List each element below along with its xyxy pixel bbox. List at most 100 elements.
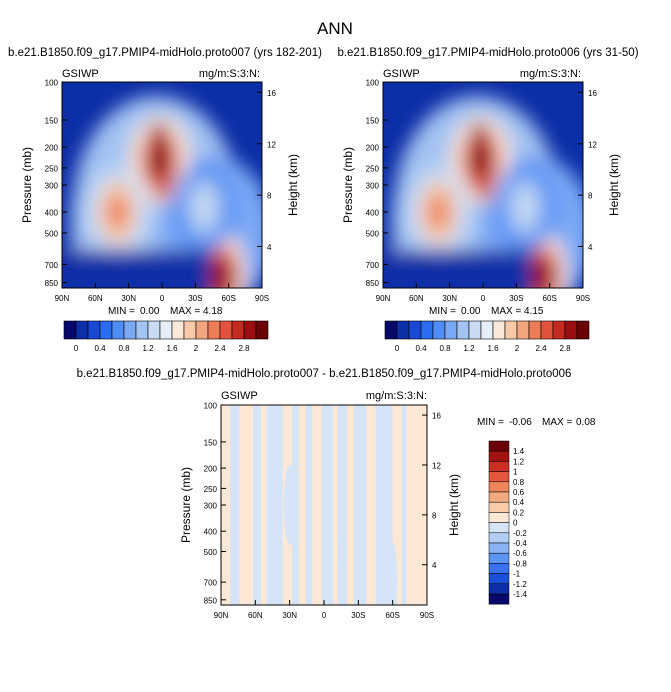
y-right-tick-label: 4 <box>588 243 593 252</box>
field-blob <box>531 258 557 288</box>
colorbar-label: 0.8 <box>439 344 451 353</box>
y-right-tick-label: 16 <box>432 412 441 421</box>
x-tick-label: 0 <box>481 294 486 303</box>
y-right-tick-label: 16 <box>588 89 597 98</box>
y-tick-label: 300 <box>45 182 59 191</box>
y-axis-label: Pressure (mb) <box>20 147 34 223</box>
x-tick-label: 60S <box>222 294 236 303</box>
field-blob <box>107 194 128 230</box>
y-tick-label: 500 <box>204 548 218 557</box>
colorbar-swatch <box>420 320 434 340</box>
y-tick-label: 300 <box>366 182 380 191</box>
max-value: 4.15 <box>524 306 544 317</box>
field-blob <box>149 142 170 178</box>
y-right-tick-label: 4 <box>432 561 437 570</box>
contour-field <box>62 82 262 288</box>
min-value: 0.00 <box>461 306 481 317</box>
x-tick-label: 90S <box>576 294 590 303</box>
y-tick-label: 200 <box>45 143 59 152</box>
min-label: MIN = <box>477 417 504 428</box>
y-tick-label: 200 <box>204 465 218 474</box>
colorbar-swatch <box>183 320 197 340</box>
x-tick-label: 90N <box>214 611 229 620</box>
field-stripe <box>366 405 376 605</box>
colorbar-swatch <box>63 320 77 340</box>
colorbar-label: 1.2 <box>513 457 525 466</box>
colorbar-swatch <box>432 320 446 340</box>
colorbar-swatch <box>243 320 257 340</box>
colorbar-label: 0.6 <box>513 488 525 497</box>
y-tick-label: 700 <box>204 579 218 588</box>
x-tick-label: 0 <box>160 294 165 303</box>
field-blob <box>154 169 172 201</box>
colorbar-label: 0.8 <box>513 478 525 487</box>
colorbar-label: -1 <box>513 570 521 579</box>
field-stripe <box>261 405 267 605</box>
contour-field <box>383 82 583 288</box>
colorbar-swatch <box>87 320 101 340</box>
colorbar-swatch <box>147 320 161 340</box>
right-string: mg/m:S:3:N: <box>366 390 427 402</box>
colorbar-swatch <box>99 320 113 340</box>
field-stripe <box>239 405 254 605</box>
field-blob <box>470 142 491 178</box>
y-tick-label: 150 <box>204 438 218 447</box>
y-tick-label: 200 <box>366 143 380 152</box>
field-stripe <box>283 465 296 545</box>
y-tick-label: 250 <box>45 164 59 173</box>
field-blobs <box>383 96 583 288</box>
colorbar-swatch <box>564 320 578 340</box>
colorbar-swatch <box>396 320 410 340</box>
y-tick-label: 850 <box>45 279 59 288</box>
panel-proto007: b.e21.B1850.f09_g17.PMIP4-midHolo.proto0… <box>8 47 322 353</box>
left-string: GSIWP <box>221 390 258 402</box>
contour-field <box>221 405 427 605</box>
colorbar-label: -0.4 <box>513 539 527 548</box>
colorbar-swatch <box>159 320 173 340</box>
colorbar-swatch <box>488 583 510 595</box>
x-tick-label: 90S <box>420 611 434 620</box>
field-blob <box>194 189 215 225</box>
y-tick-label: 500 <box>366 229 380 238</box>
field-stripe <box>346 405 354 605</box>
left-string: GSIWP <box>383 68 420 80</box>
colorbar-swatch <box>488 542 510 554</box>
colorbar-swatch <box>552 320 566 340</box>
left-string: GSIWP <box>62 68 99 80</box>
y-right-tick-label: 8 <box>588 192 593 201</box>
colorbar-swatch <box>488 461 510 472</box>
y-right-tick-label: 4 <box>267 243 272 252</box>
y-tick-label: 150 <box>366 117 380 126</box>
colorbar-label: 0 <box>74 344 79 353</box>
colorbar-swatch <box>195 320 209 340</box>
y-tick-label: 250 <box>204 485 218 494</box>
colorbar-swatch <box>111 320 125 340</box>
right-string: mg/m:S:3:N: <box>199 68 260 80</box>
colorbar-swatch <box>540 320 554 340</box>
colorbar-label: 1 <box>513 468 518 477</box>
field-blob <box>470 121 489 153</box>
max-label: MAX = <box>491 306 521 317</box>
x-tick-label: 90N <box>55 294 70 303</box>
x-axis-ticks: 90N 60N 30N 0 30S 60S 90S <box>214 600 434 620</box>
colorbar-swatch <box>488 563 510 574</box>
y-right-tick-label: 12 <box>432 461 441 470</box>
colorbar-label: -1.2 <box>513 580 527 589</box>
y-tick-label: 500 <box>45 229 59 238</box>
field-blob <box>515 189 536 225</box>
max-label: MAX = <box>170 306 200 317</box>
colorbar: 1.41.210.80.60.40.20-0.2-0.4-0.6-0.8-1-1… <box>488 440 527 605</box>
y-right-tick-label: 8 <box>432 511 437 520</box>
y-axis-ticks: 100 150 200 250 300 400 500 700 850 <box>204 402 226 605</box>
colorbar-swatch <box>488 593 510 605</box>
colorbar-label: 1.4 <box>513 447 525 456</box>
colorbar-swatch <box>207 320 221 340</box>
x-tick-label: 30N <box>442 294 457 303</box>
colorbar-label: -0.6 <box>513 549 527 558</box>
max-value: 4.18 <box>203 306 223 317</box>
colorbar-label: -0.2 <box>513 529 527 538</box>
colorbar-label: 1.6 <box>166 344 178 353</box>
colorbar-swatch <box>488 471 510 483</box>
colorbar-label: 1.2 <box>142 344 154 353</box>
